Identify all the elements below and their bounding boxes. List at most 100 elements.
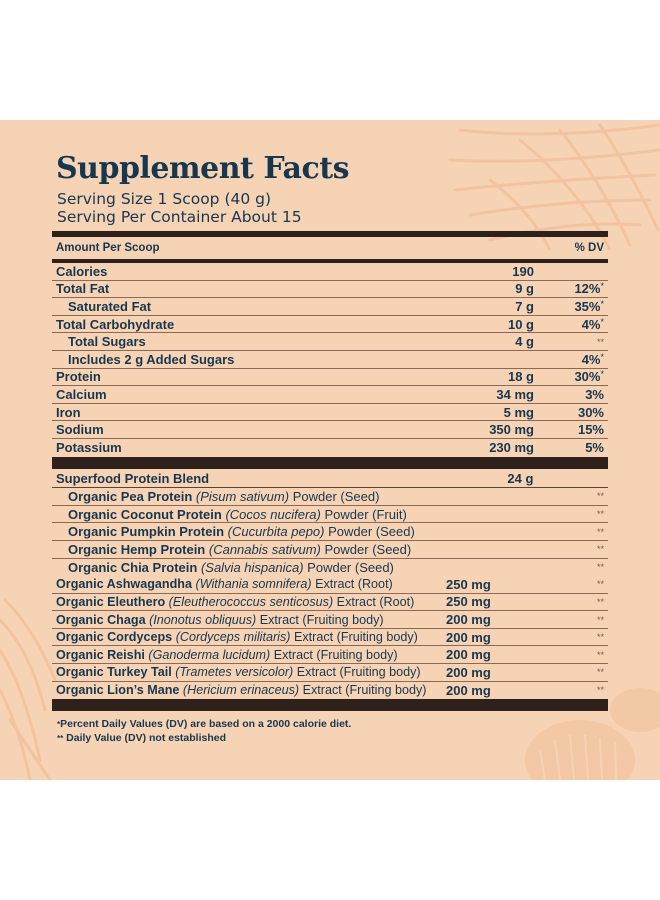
nutrient-amount: 10 g — [507, 316, 534, 332]
ingredient-name: Organic Pumpkin Protein (Cucurbita pepo)… — [68, 524, 415, 540]
table-row: Organic Hemp Protein (Cannabis sativum) … — [52, 541, 608, 559]
ingredient-amount: 200 mg — [446, 629, 491, 645]
table-row: Calories 190 — [52, 263, 608, 281]
table-row: Total Carbohydrate 10 g 4%* — [52, 316, 608, 334]
ingredient-name: Organic Hemp Protein (Cannabis sativum) … — [68, 541, 412, 557]
table-row: Saturated Fat 7 g 35%* — [52, 298, 608, 316]
nutrient-amount: 34 mg — [496, 386, 534, 402]
nutrient-name: Protein — [56, 369, 101, 385]
table-row: Organic Pea Protein (Pisum sativum) Powd… — [52, 488, 608, 506]
table-row: Calcium 34 mg 3% — [52, 386, 608, 404]
ingredient-dv: ** — [596, 509, 604, 520]
ingredient-dv: ** — [596, 544, 604, 555]
ingredient-amount: 250 mg — [446, 594, 491, 610]
ingredient-dv: ** — [596, 614, 604, 625]
table-row: Organic Chia Protein (Salvia hispanica) … — [52, 559, 608, 577]
serving-size: Serving Size 1 Scoop (40 g) — [57, 190, 272, 208]
nutrient-name: Includes 2 g Added Sugars — [68, 351, 235, 367]
ingredient-amount: 200 mg — [446, 612, 491, 628]
ingredient-dv: ** — [596, 579, 604, 590]
ingredient-dv: ** — [596, 632, 604, 643]
nutrient-name: Sodium — [56, 422, 104, 438]
ingredient-name: Organic Pea Protein (Pisum sativum) Powd… — [68, 488, 380, 504]
table-row: Organic Pumpkin Protein (Cucurbita pepo)… — [52, 523, 608, 541]
ingredient-dv: ** — [596, 491, 604, 502]
nutrient-dv: 12%* — [574, 281, 604, 297]
ingredient-amount: 200 mg — [446, 682, 491, 698]
table-row: Protein 18 g 30%* — [52, 369, 608, 387]
nutrient-amount: 190 — [512, 263, 534, 279]
nutrient-dv: 30% — [577, 404, 604, 420]
extracts-section: Organic Ashwagandha (Withania somnifera)… — [52, 576, 608, 699]
ingredient-name: Organic Ashwagandha (Withania somnifera)… — [56, 577, 393, 592]
botanical-decoration-icon — [0, 598, 57, 780]
nutrient-name: Total Sugars — [68, 334, 146, 350]
blend-amount: 24 g — [507, 471, 534, 487]
ingredient-name: Organic Chia Protein (Salvia hispanica) … — [68, 559, 394, 575]
header-dv: % DV — [574, 242, 604, 254]
ingredient-amount: 200 mg — [446, 647, 491, 663]
nutrient-name: Iron — [56, 404, 81, 420]
nutrient-dv: ** — [596, 336, 604, 347]
nutrient-amount: 350 mg — [489, 422, 534, 438]
ingredient-name: Organic Eleuthero (Eleutherococcus senti… — [56, 594, 415, 609]
table-row: Organic Turkey Tail (Trametes versicolor… — [52, 664, 608, 682]
nutrient-dv: 4%* — [581, 351, 604, 367]
table-row: Organic Reishi (Ganoderma lucidum) Extra… — [52, 646, 608, 665]
ingredient-dv: ** — [596, 667, 604, 678]
nutrient-name: Saturated Fat — [68, 298, 152, 314]
nutrient-dv: 5% — [585, 440, 604, 456]
nutrient-amount: 5 mg — [503, 404, 534, 420]
footnote-dv-basis: *Percent Daily Values (DV) are based on … — [57, 718, 352, 730]
blend-name: Superfood Protein Blend — [56, 471, 210, 487]
nutrient-amount: 4 g — [515, 334, 534, 350]
nutrient-dv: 30%* — [574, 369, 604, 385]
divider-thick — [52, 699, 608, 712]
divider-thick — [52, 456, 608, 469]
table-row: Organic Cordyceps (Cordyceps militaris) … — [52, 629, 608, 647]
page-title: Supplement Facts — [56, 151, 349, 186]
nutrient-dv: 15% — [577, 422, 604, 438]
table-row: Organic Chaga (Inonotus obliquus) Extrac… — [52, 611, 608, 629]
ingredient-dv: ** — [596, 649, 604, 660]
nutrient-name: Total Carbohydrate — [56, 316, 175, 332]
table-row: Organic Coconut Protein (Cocos nucifera)… — [52, 506, 608, 524]
table-row: Total Sugars 4 g ** — [52, 333, 608, 351]
divider-medium — [52, 259, 608, 263]
ingredient-dv: ** — [596, 596, 604, 607]
table-row: Total Fat 9 g 12%* — [52, 281, 608, 299]
nutrient-amount: 230 mg — [489, 440, 534, 456]
nutrient-amount: 7 g — [515, 298, 534, 314]
nutrient-name: Calories — [56, 263, 108, 279]
ingredient-name: Organic Coconut Protein (Cocos nucifera)… — [68, 506, 407, 522]
table-header: Amount Per Scoop % DV — [52, 237, 608, 259]
nutrient-dv: 3% — [585, 386, 604, 402]
header-amount-per-scoop: Amount Per Scoop — [56, 242, 160, 254]
nutrient-amount: 9 g — [515, 281, 534, 297]
table-row: Sodium 350 mg 15% — [52, 421, 608, 439]
nutrients-section: Calories 190 Total Fat 9 g 12%* Saturate… — [52, 263, 608, 457]
table-row: Iron 5 mg 30% — [52, 404, 608, 422]
nutrient-name: Calcium — [56, 386, 107, 402]
table-row: Organic Eleuthero (Eleutherococcus senti… — [52, 594, 608, 612]
blend-section: Superfood Protein Blend 24 g Organic Pea… — [52, 471, 608, 577]
ingredient-name: Organic Reishi (Ganoderma lucidum) Extra… — [56, 647, 398, 662]
ingredient-amount: 250 mg — [446, 576, 491, 592]
ingredient-dv: ** — [596, 526, 604, 537]
ingredient-name: Organic Cordyceps (Cordyceps militaris) … — [56, 630, 418, 645]
ingredient-amount: 200 mg — [446, 664, 491, 680]
nutrient-dv: 4%* — [581, 316, 604, 332]
nutrient-amount: 18 g — [507, 369, 534, 385]
ingredient-dv: ** — [596, 685, 604, 696]
nutrient-name: Total Fat — [56, 281, 110, 297]
nutrient-dv: 35%* — [574, 298, 604, 314]
ingredient-dv: ** — [596, 562, 604, 573]
table-row: Organic Ashwagandha (Withania somnifera)… — [52, 576, 608, 594]
blend-header-row: Superfood Protein Blend 24 g — [52, 471, 608, 489]
table-row: Potassium 230 mg 5% — [52, 439, 608, 457]
ingredient-name: Organic Chaga (Inonotus obliquus) Extrac… — [56, 612, 384, 627]
facts-table: Amount Per Scoop % DV Calories 190 Total… — [52, 231, 608, 712]
servings-per-container: Serving Per Container About 15 — [57, 208, 302, 226]
footnote-dv-not-established: ** Daily Value (DV) not established — [57, 732, 227, 744]
table-row: Includes 2 g Added Sugars 4%* — [52, 351, 608, 369]
